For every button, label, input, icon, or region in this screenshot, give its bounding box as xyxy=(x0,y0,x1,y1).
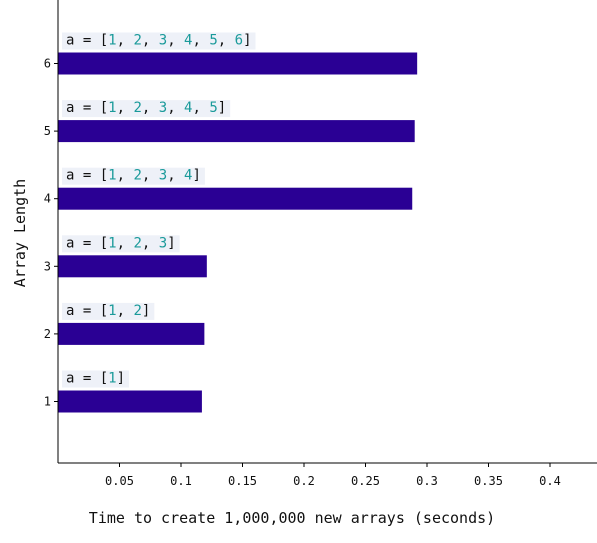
annotations-layer: a = [1] a = [1, 2] a = [1, 2, 3] a = [1, 2,… xyxy=(62,32,256,388)
bar-annotation: a = [1, 2, 3] xyxy=(66,235,176,251)
x-tick-label: 0.15 xyxy=(228,474,257,488)
annotation-background xyxy=(62,32,256,50)
bar xyxy=(58,322,205,345)
bar-annotation: a = [1, 2, 3, 4, 5, 6] xyxy=(66,33,252,49)
bar xyxy=(58,187,413,210)
y-tick-label: 3 xyxy=(44,259,51,273)
x-tick-label: 0.1 xyxy=(170,474,192,488)
y-tick-label: 5 xyxy=(44,124,51,138)
annotation-background xyxy=(62,100,231,118)
bar xyxy=(58,390,202,413)
annotation-background xyxy=(62,370,130,388)
bar-annotation: a = [1] xyxy=(66,371,125,387)
bar-annotation: a = [1, 2, 3, 4] xyxy=(66,168,201,184)
bar-annotation: a = [1, 2] xyxy=(66,303,150,319)
y-axis-title: Array Length xyxy=(11,179,29,287)
bars-layer xyxy=(58,52,418,413)
x-axis-title: Time to create 1,000,000 new arrays (sec… xyxy=(89,509,495,527)
y-tick-label: 1 xyxy=(44,395,51,409)
x-tick-label: 0.4 xyxy=(539,474,561,488)
x-tick-label: 0.35 xyxy=(474,474,503,488)
annotation-background xyxy=(62,167,205,185)
x-tick-label: 0.25 xyxy=(351,474,380,488)
x-tick-label: 0.05 xyxy=(105,474,134,488)
annotation-background xyxy=(62,235,180,253)
bar xyxy=(58,120,415,143)
bar-annotation: a = [1, 2, 3, 4, 5] xyxy=(66,100,226,116)
bar xyxy=(58,255,207,278)
x-tick-label: 0.3 xyxy=(416,474,438,488)
y-tick-label: 6 xyxy=(44,57,51,71)
annotation-background xyxy=(62,302,155,320)
bar xyxy=(58,52,418,75)
axes-layer: 1 2 3 4 5 6 0.05 0.1 0.15 0.2 0.25 0.3 0.35 0.4 xyxy=(44,0,597,488)
x-tick-label: 0.2 xyxy=(293,474,315,488)
y-tick-label: 2 xyxy=(44,327,51,341)
y-tick-label: 4 xyxy=(44,192,51,206)
